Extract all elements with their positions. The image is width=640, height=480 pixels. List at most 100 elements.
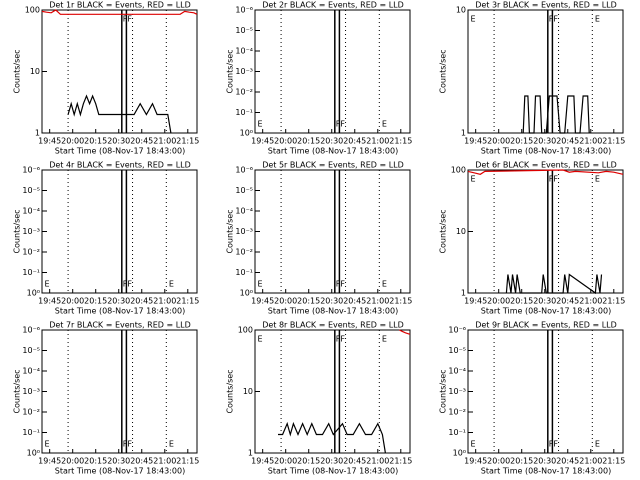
chart-title: Det 7r BLACK = Events, RED = LLD: [49, 321, 191, 330]
series-line: [41, 9, 198, 15]
x-axis-title: Start Time (08-Nov-17 18:43:00): [268, 147, 398, 156]
y-tick-label: 10⁻⁶: [235, 166, 253, 175]
y-tick-label: 10⁰: [27, 289, 40, 298]
annotation: F: [549, 440, 554, 449]
y-tick-label: 100: [451, 166, 466, 175]
annotation: E: [595, 440, 600, 449]
y-axis-title: Counts/sec: [439, 49, 448, 93]
annotation: E: [258, 280, 263, 289]
series-line: [505, 273, 603, 295]
y-tick-label: 10⁻⁵: [235, 186, 253, 195]
y-tick-label: 10⁻⁶: [22, 326, 40, 335]
chart-title: Det 4r BLACK = Events, RED = LLD: [49, 161, 191, 170]
plot-frame: [467, 9, 624, 134]
panel: Det 7r BLACK = Events, RED = LLD Start Ti…: [13, 321, 200, 476]
x-tick-label: 20:15: [297, 457, 320, 466]
annotation: F: [549, 175, 554, 184]
x-tick-label: 19:45: [251, 297, 274, 306]
x-tick-label: 20:45: [556, 457, 579, 466]
plot-frame: [41, 169, 198, 294]
x-tick-label: 20:15: [84, 297, 107, 306]
x-tick-label: 21:15: [176, 457, 199, 466]
x-tick-label: 20:00: [61, 297, 84, 306]
x-tick-label: 21:00: [366, 137, 389, 146]
y-tick-label: 10⁻⁴: [448, 367, 466, 376]
y-tick-label: 10⁻³: [22, 387, 40, 396]
plot-frame: [467, 329, 624, 454]
annotation: F: [340, 280, 345, 289]
x-tick-label: 19:45: [464, 457, 487, 466]
y-tick-label: 10⁻²: [22, 408, 40, 417]
annotation: F: [549, 15, 554, 24]
annotation: F: [340, 335, 345, 344]
x-tick-label: 21:15: [176, 137, 199, 146]
y-tick-label: 100: [238, 326, 253, 335]
y-axis-title: Counts/sec: [226, 49, 235, 93]
y-tick-label: 10⁻⁶: [22, 166, 40, 175]
annotation: E: [595, 15, 600, 24]
y-tick-label: 10⁻³: [22, 227, 40, 236]
x-tick-label: 21:15: [389, 297, 412, 306]
y-tick-label: 10⁻⁶: [235, 6, 253, 15]
annotation: E: [169, 440, 174, 449]
x-tick-label: 20:45: [343, 457, 366, 466]
y-axis-title: Counts/sec: [13, 369, 22, 413]
x-tick-label: 20:45: [343, 137, 366, 146]
y-axis-title: Counts/sec: [439, 209, 448, 253]
annotation: F: [123, 15, 128, 24]
plot-frame: [467, 169, 624, 294]
chart-title: Det 9r BLACK = Events, RED = LLD: [475, 321, 617, 330]
y-tick-label: 10⁻³: [235, 67, 253, 76]
x-tick-label: 20:30: [107, 137, 130, 146]
series-line: [278, 421, 386, 454]
x-tick-label: 20:00: [487, 297, 510, 306]
y-tick-label: 1: [35, 129, 40, 138]
y-tick-label: 10⁻⁵: [235, 26, 253, 35]
chart-title: Det 2r BLACK = Events, RED = LLD: [262, 1, 404, 10]
y-tick-label: 10⁻¹: [22, 428, 40, 437]
y-tick-label: 10⁻⁵: [22, 346, 40, 355]
x-tick-label: 20:15: [510, 457, 533, 466]
x-tick-label: 20:15: [297, 137, 320, 146]
x-tick-label: 21:00: [153, 297, 176, 306]
y-tick-label: 10⁻²: [448, 408, 466, 417]
plot-frame: [41, 329, 198, 454]
annotation: E: [45, 280, 50, 289]
x-tick-label: 20:30: [107, 297, 130, 306]
annotation: E: [169, 280, 174, 289]
y-tick-label: 1: [248, 449, 253, 458]
y-tick-label: 10⁻²: [235, 88, 253, 97]
panel: Det 8r BLACK = Events, RED = LLD Start Ti…: [226, 321, 413, 476]
annotation: E: [595, 175, 600, 184]
x-tick-label: 20:45: [556, 297, 579, 306]
x-tick-label: 19:45: [251, 137, 274, 146]
x-axis-title: Start Time (08-Nov-17 18:43:00): [55, 307, 185, 316]
x-axis-title: Start Time (08-Nov-17 18:43:00): [481, 307, 611, 316]
y-tick-label: 10⁻²: [22, 248, 40, 257]
x-tick-label: 20:45: [130, 457, 153, 466]
y-tick-label: 10⁻⁴: [235, 207, 253, 216]
annotation: E: [45, 440, 50, 449]
panel: Det 1r BLACK = Events, RED = LLD Start Ti…: [13, 1, 200, 156]
x-tick-label: 19:45: [464, 297, 487, 306]
x-tick-label: 19:45: [38, 457, 61, 466]
y-tick-label: 10⁻⁴: [235, 47, 253, 56]
annotation: F: [553, 440, 558, 449]
panel: Det 3r BLACK = Events, RED = LLD Start Ti…: [439, 1, 626, 156]
x-tick-label: 20:30: [320, 457, 343, 466]
y-tick-label: 10⁻²: [235, 248, 253, 257]
chart-title: Det 3r BLACK = Events, RED = LLD: [475, 1, 617, 10]
x-axis-title: Start Time (08-Nov-17 18:43:00): [481, 467, 611, 476]
plot-frame: [254, 9, 411, 134]
x-tick-label: 21:00: [153, 457, 176, 466]
annotation: F: [123, 440, 128, 449]
x-axis-title: Start Time (08-Nov-17 18:43:00): [268, 467, 398, 476]
y-tick-label: 10⁻⁴: [22, 207, 40, 216]
x-tick-label: 21:00: [579, 457, 602, 466]
x-tick-label: 20:00: [274, 137, 297, 146]
chart-title: Det 8r BLACK = Events, RED = LLD: [262, 321, 404, 330]
chart-title: Det 1r BLACK = Events, RED = LLD: [49, 1, 191, 10]
y-tick-label: 10⁻¹: [235, 268, 253, 277]
x-tick-label: 19:45: [38, 137, 61, 146]
